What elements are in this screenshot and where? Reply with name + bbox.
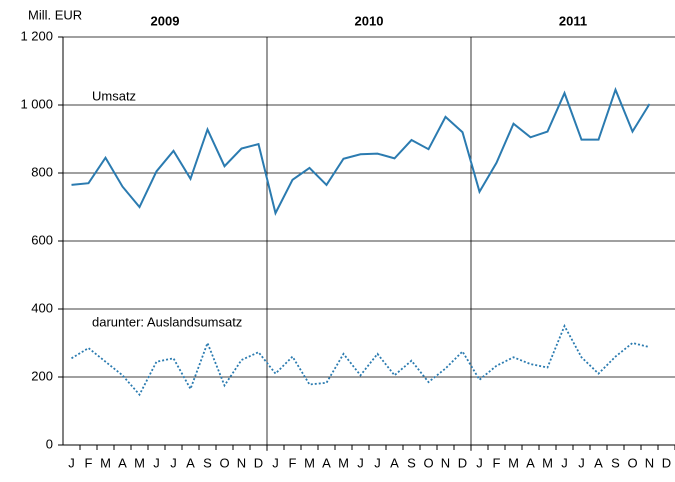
- series-label: Umsatz: [92, 88, 136, 103]
- x-tick-label: O: [219, 455, 229, 470]
- x-tick-label: J: [357, 455, 364, 470]
- series-label: darunter: Auslandsumsatz: [92, 315, 242, 330]
- x-tick-label: A: [390, 455, 399, 470]
- x-tick-label: D: [458, 455, 467, 470]
- x-tick-label: N: [645, 455, 654, 470]
- x-tick-label: F: [289, 455, 297, 470]
- x-tick-label: M: [304, 455, 315, 470]
- x-tick-label: A: [186, 455, 195, 470]
- x-tick-label: J: [68, 455, 75, 470]
- x-tick-label: M: [134, 455, 145, 470]
- x-tick-label: A: [526, 455, 535, 470]
- x-tick-label: J: [272, 455, 279, 470]
- x-tick-label: J: [153, 455, 160, 470]
- y-tick-label: 0: [46, 436, 53, 451]
- y-tick-label: 1 000: [20, 96, 53, 111]
- x-tick-label: J: [170, 455, 177, 470]
- x-tick-label: N: [237, 455, 246, 470]
- x-tick-label: M: [100, 455, 111, 470]
- x-tick-label: J: [578, 455, 585, 470]
- y-tick-label: 200: [31, 368, 53, 383]
- x-tick-label: S: [407, 455, 416, 470]
- y-tick-label: 1 200: [20, 28, 53, 43]
- x-tick-label: J: [476, 455, 483, 470]
- x-tick-label: D: [254, 455, 263, 470]
- series-line: [71, 323, 650, 397]
- x-tick-label: S: [203, 455, 212, 470]
- x-tick-label: J: [561, 455, 568, 470]
- y-unit-label: Mill. EUR: [28, 7, 82, 22]
- x-tick-label: S: [611, 455, 620, 470]
- x-tick-label: N: [441, 455, 450, 470]
- y-tick-label: 400: [31, 300, 53, 315]
- x-tick-label: F: [493, 455, 501, 470]
- x-tick-label: D: [662, 455, 671, 470]
- x-tick-label: M: [338, 455, 349, 470]
- year-label: 2010: [355, 13, 384, 28]
- series-line: [71, 86, 651, 216]
- x-tick-label: O: [627, 455, 637, 470]
- x-tick-label: A: [322, 455, 331, 470]
- y-tick-label: 800: [31, 164, 53, 179]
- year-label: 2011: [559, 13, 587, 28]
- x-tick-label: J: [374, 455, 381, 470]
- x-tick-label: F: [85, 455, 93, 470]
- y-tick-label: 600: [31, 232, 53, 247]
- x-tick-label: O: [423, 455, 433, 470]
- x-tick-label: M: [542, 455, 553, 470]
- x-tick-label: A: [594, 455, 603, 470]
- year-label: 2009: [151, 13, 180, 28]
- x-tick-label: A: [118, 455, 127, 470]
- x-tick-label: M: [508, 455, 519, 470]
